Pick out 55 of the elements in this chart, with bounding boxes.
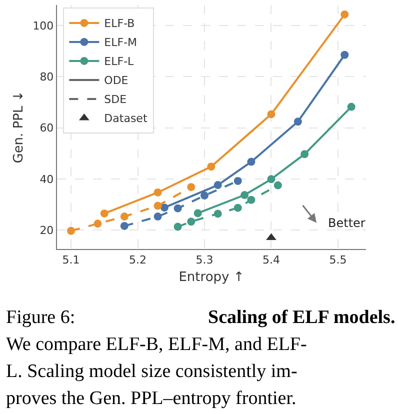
y-tick-label: 80 [40,70,54,84]
point [300,150,309,158]
point [247,158,256,166]
text: L. Scaling model size consistently im- [6,361,298,382]
text: We compare ELF-B, ELF-M, and ELF- [6,334,307,355]
legend-label: ELF-M [104,36,138,50]
x-tick-label: 5.3 [196,253,214,266]
y-tick-label: 40 [40,172,54,186]
point [160,204,168,212]
point [207,162,216,171]
legend-label: SDE [104,93,127,106]
x-axis-title: Entropy ↑ [178,270,244,285]
point [187,183,196,192]
x-tick-label: 5.5 [329,253,347,266]
point [187,218,196,226]
point [154,188,162,196]
text: Scaling of ELF models. [208,307,396,328]
legend-label: ELF-B [104,17,135,30]
point [267,110,276,118]
point [194,209,202,218]
y-tick-label: 100 [32,19,54,32]
point [267,175,276,184]
x-tick-label: 5.4 [262,253,280,266]
point [240,191,249,200]
point [100,209,108,218]
point [154,212,162,221]
legend-label: Dataset [104,112,148,126]
point [234,176,242,185]
point [94,220,102,228]
annotation: Better [328,216,366,230]
point [347,102,356,111]
caption: Figure 6: [6,307,76,328]
legend-label: ODE [104,74,128,88]
point [247,196,256,204]
point [214,210,222,218]
y-tick-label: 20 [40,224,54,237]
point [120,212,128,221]
point [274,181,282,190]
point [340,50,349,59]
x-tick-label: 5.1 [62,253,80,266]
point [67,226,76,235]
point [174,204,182,212]
point [154,202,162,210]
point [294,118,302,126]
point [214,181,222,190]
y-axis-title: Gen. PPL ↓ [12,90,27,164]
text: proves the Gen. PPL–entropy frontier. [6,388,296,409]
point [234,204,242,212]
point [340,10,349,18]
point [200,192,208,200]
x-tick-label: 5.2 [129,253,146,266]
y-tick-label: 60 [40,122,54,135]
point [174,222,182,231]
point [120,222,128,230]
legend-label: ELF-L [104,55,135,68]
